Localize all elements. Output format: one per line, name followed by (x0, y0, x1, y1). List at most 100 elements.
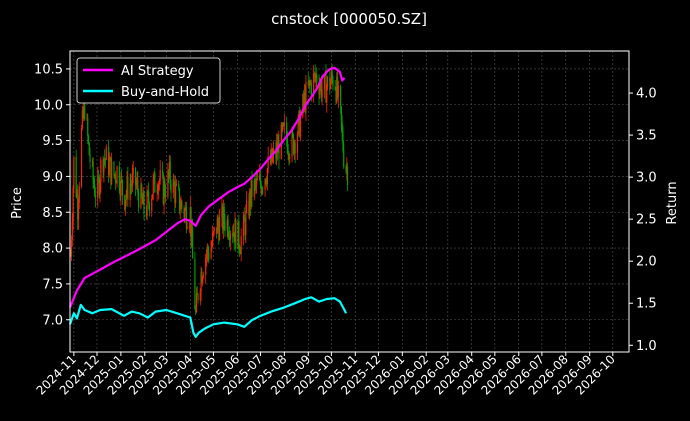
candle-body (120, 175, 122, 196)
candle-body (309, 80, 311, 85)
candle-body (84, 103, 86, 119)
candle-body (254, 180, 256, 182)
candle-body (163, 181, 165, 205)
candle-body (165, 194, 167, 197)
candle-body (259, 174, 262, 185)
candle-body (321, 89, 323, 98)
candle-body (156, 190, 158, 193)
candle-body (184, 210, 186, 217)
candle-body (341, 123, 343, 132)
candle-body (226, 219, 228, 231)
candle-body (195, 293, 198, 312)
candle-body (121, 180, 124, 196)
candle-body (336, 76, 339, 98)
candle-body (188, 225, 191, 229)
candle-body (108, 161, 110, 176)
y-tick-label-left: 10.0 (34, 98, 63, 113)
candle-body (92, 161, 94, 181)
candle-body (104, 159, 107, 161)
candle-body (319, 86, 321, 95)
candle-body (167, 170, 169, 197)
candle-body (82, 110, 84, 118)
candle-body (183, 207, 185, 217)
candle-body (259, 174, 261, 181)
candle-body (157, 190, 159, 192)
candle-body (245, 200, 248, 212)
candle-body (109, 157, 111, 162)
candle-body (138, 192, 140, 208)
candle-body (72, 188, 74, 223)
candle-body (289, 156, 291, 160)
candle-body (329, 76, 331, 90)
candle-body (334, 86, 336, 90)
candle-body (174, 185, 176, 204)
candle-body (175, 185, 177, 204)
candle-body (113, 161, 115, 176)
candle-body (291, 132, 293, 157)
candle-body (269, 156, 272, 164)
series-lines (68, 66, 348, 338)
candle-body (146, 191, 148, 217)
candle-body (302, 94, 304, 117)
candle-body (145, 213, 147, 217)
candle-body (283, 122, 285, 126)
candle-body (173, 179, 175, 186)
candle-body (234, 219, 236, 243)
candle-body (131, 174, 134, 187)
candle-body (206, 247, 208, 255)
candle-body (228, 236, 230, 237)
y-tick-label-right: 3.5 (636, 129, 657, 144)
candle-body (151, 198, 153, 212)
candle-body (221, 206, 223, 218)
candle-body (143, 192, 145, 214)
candle-body (272, 148, 275, 155)
candle-body (137, 180, 139, 193)
candle-body (307, 81, 309, 85)
candle-body (213, 227, 215, 232)
candle-body (168, 161, 171, 176)
candle-body (325, 72, 327, 103)
candle-body (337, 85, 339, 98)
candle-body (87, 118, 89, 136)
candle-body (313, 72, 316, 74)
candle-body (320, 81, 322, 98)
candle-body (229, 236, 231, 241)
candle-body (129, 183, 131, 200)
candle-body (98, 177, 100, 195)
y-tick-label-left: 7.5 (42, 277, 63, 292)
candle-body (83, 103, 85, 118)
candle-body (141, 196, 144, 205)
candle-body (299, 111, 301, 137)
candle-body (70, 255, 72, 257)
candle-body (255, 178, 258, 186)
y-tick-label-right: 2.0 (636, 255, 657, 270)
candle-body (346, 167, 348, 171)
candle-body (119, 189, 121, 196)
legend-label-ai-strategy: AI Strategy (121, 64, 194, 79)
candle-body (242, 214, 245, 236)
candle-body (196, 293, 198, 295)
candle-body (152, 179, 154, 195)
candle-body (345, 166, 347, 171)
candle-body (186, 228, 188, 230)
candle-body (194, 258, 196, 310)
y-tick-label-right: 2.5 (636, 213, 657, 228)
candle-body (115, 181, 117, 184)
candle-body (251, 179, 253, 197)
candle-body (212, 231, 215, 233)
candle-body (197, 294, 199, 301)
candle-body (185, 207, 187, 211)
candle-body (292, 132, 294, 135)
candle-body (288, 153, 290, 160)
candle-body (330, 71, 332, 82)
candle-body (315, 74, 317, 78)
candle-body (239, 247, 241, 252)
candle-body (330, 81, 332, 90)
candle-body (212, 232, 214, 246)
candle-body (224, 222, 226, 231)
candle-body (256, 178, 258, 181)
y-tick-label-left: 10.5 (34, 62, 63, 77)
candle-body (151, 194, 154, 199)
candle-body (125, 193, 127, 201)
ai-strategy-line (68, 66, 346, 308)
